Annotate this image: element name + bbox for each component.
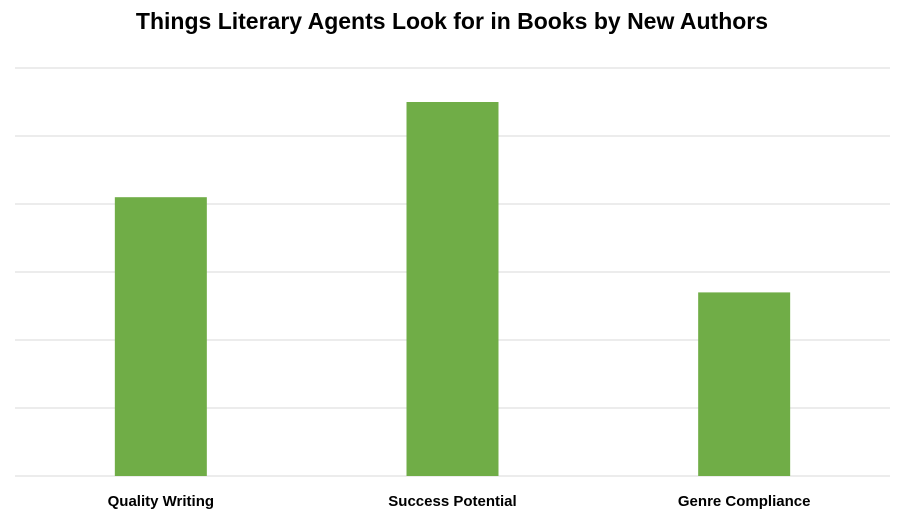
bar-quality-writing: [114, 197, 207, 476]
category-label: Quality Writing: [108, 493, 214, 510]
chart-title: Things Literary Agents Look for in Books…: [135, 8, 769, 34]
bars: [114, 102, 791, 476]
bar-success-potential: [406, 102, 499, 476]
category-labels: Quality Writing Success Potential Genre Co…: [108, 493, 811, 510]
category-label: Success Potential: [388, 493, 516, 510]
category-label: Genre Compliance: [678, 493, 811, 510]
bar-genre-compliance: [698, 292, 791, 476]
